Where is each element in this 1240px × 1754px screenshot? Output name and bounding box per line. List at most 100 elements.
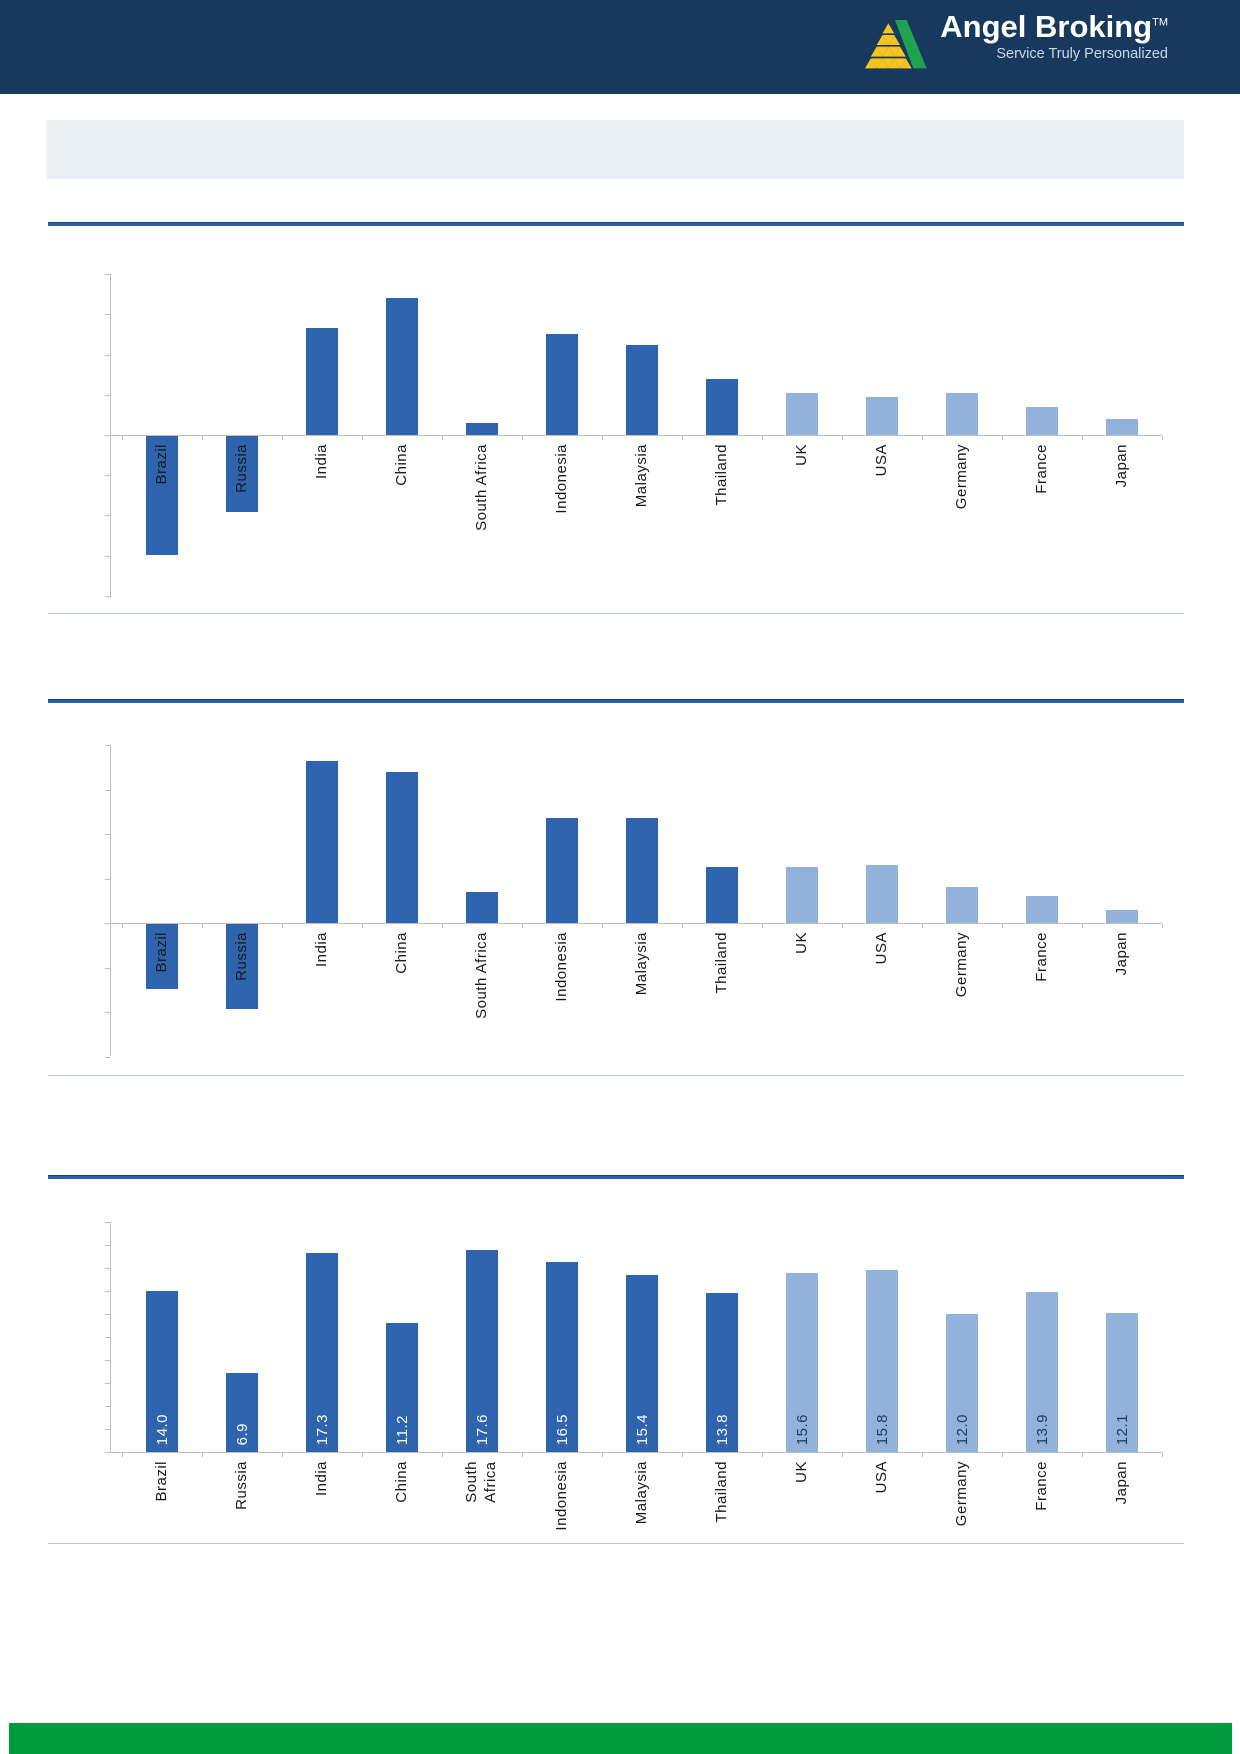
value-label: 6.9 (233, 1423, 251, 1446)
x-axis-tick (842, 1453, 843, 1457)
y-axis (110, 745, 111, 1056)
x-axis-tick (122, 1453, 123, 1457)
category-label: Indonesia (552, 1461, 570, 1531)
chart-gdp-growth-annual: Brazil Russia India China South Africa Indone… (48, 710, 1184, 1090)
x-axis-tick (1082, 436, 1083, 440)
category-label: Brazil (152, 932, 170, 973)
category-label: USA (872, 1461, 890, 1494)
y-axis-tick (105, 790, 110, 791)
category-label: Brazil (152, 1461, 170, 1502)
x-axis-tick (202, 1453, 203, 1457)
x-axis-tick (602, 436, 603, 440)
value-label: 13.9 (1033, 1414, 1051, 1446)
bar-germany (946, 393, 978, 435)
y-axis-tick (105, 556, 110, 557)
bar-russia (226, 924, 258, 1009)
category-label: France (1032, 932, 1050, 982)
category-label: Japan (1112, 1461, 1130, 1505)
category-label: Thailand (712, 444, 730, 506)
category-label: Germany (952, 444, 970, 510)
x-axis-tick (122, 924, 123, 928)
x-axis-tick (1002, 436, 1003, 440)
category-label: Russia (232, 444, 250, 493)
category-label: USA (872, 932, 890, 965)
bar-japan (1106, 419, 1138, 435)
bar-india (306, 328, 338, 435)
brand-name: Angel BrokingTM (940, 9, 1168, 44)
y-axis-tick (105, 1337, 110, 1338)
y-axis-tick (105, 1291, 110, 1292)
y-axis-tick (105, 355, 110, 356)
bar-china (386, 298, 418, 435)
bar-malaysia (626, 818, 658, 923)
header-bar: Angel BrokingTM Service Truly Personaliz… (0, 0, 1240, 94)
value-label: 15.8 (873, 1414, 891, 1446)
y-axis-tick (105, 395, 110, 396)
x-axis (110, 923, 1162, 924)
category-label: France (1032, 444, 1050, 494)
category-label: UK (792, 932, 810, 954)
x-axis-tick (922, 436, 923, 440)
y-axis-tick (105, 1452, 110, 1453)
x-axis-tick (762, 436, 763, 440)
bar-china (386, 1323, 418, 1452)
x-axis (110, 1452, 1162, 1453)
category-label: Germany (952, 932, 970, 998)
bar-south-africa (466, 892, 498, 923)
bar-malaysia (626, 1275, 658, 1452)
category-label: Russia (232, 932, 250, 981)
x-axis-tick (442, 924, 443, 928)
bar-brazil (146, 436, 178, 555)
category-label: South Africa (472, 444, 490, 531)
bar-india (306, 761, 338, 923)
y-axis-tick (105, 1268, 110, 1269)
y-axis-tick (105, 596, 110, 597)
x-axis-tick (682, 436, 683, 440)
x-axis-tick (1162, 924, 1163, 928)
chart3-bottom-rule (48, 1543, 1184, 1544)
value-label: 15.6 (793, 1414, 811, 1446)
value-label: 17.6 (473, 1414, 491, 1446)
y-axis-tick (105, 1012, 110, 1013)
category-label: UK (792, 1461, 810, 1483)
x-axis-tick (122, 436, 123, 440)
category-label: Indonesia (552, 444, 570, 514)
x-axis-tick (522, 924, 523, 928)
value-label: 17.3 (313, 1414, 331, 1446)
x-axis-tick (362, 924, 363, 928)
bar-japan (1106, 910, 1138, 923)
x-axis-tick (682, 924, 683, 928)
x-axis-tick (922, 924, 923, 928)
category-label: Malaysia (632, 1461, 650, 1525)
bar-south-africa (466, 423, 498, 435)
category-label: India (312, 444, 330, 480)
x-axis-tick (1082, 1453, 1083, 1457)
category-label: India (312, 932, 330, 968)
category-label: South Africa (463, 1461, 499, 1503)
category-label: Russia (232, 1461, 250, 1510)
x-axis-tick (202, 924, 203, 928)
value-label: 15.4 (633, 1414, 651, 1446)
bar-russia (226, 1373, 258, 1452)
bar-thailand (706, 1293, 738, 1452)
bar-indonesia (546, 1262, 578, 1452)
bar-usa (866, 1270, 898, 1452)
x-axis-tick (762, 924, 763, 928)
x-axis-tick (602, 1453, 603, 1457)
bar-south-africa (466, 1250, 498, 1452)
bar-germany (946, 887, 978, 923)
bar-india (306, 1253, 338, 1452)
brand-tagline: Service Truly Personalized (996, 46, 1168, 63)
x-axis-tick (522, 1453, 523, 1457)
x-axis-tick (682, 1453, 683, 1457)
bar-usa (866, 397, 898, 435)
value-label: 13.8 (713, 1414, 731, 1446)
value-label: 12.1 (1113, 1414, 1131, 1446)
x-axis-tick (1162, 436, 1163, 440)
bar-uk (786, 867, 818, 923)
y-axis-tick (105, 515, 110, 516)
category-label: South Africa (472, 932, 490, 1019)
category-label: Germany (952, 1461, 970, 1527)
title-banner (47, 120, 1184, 179)
bar-france (1026, 896, 1058, 923)
